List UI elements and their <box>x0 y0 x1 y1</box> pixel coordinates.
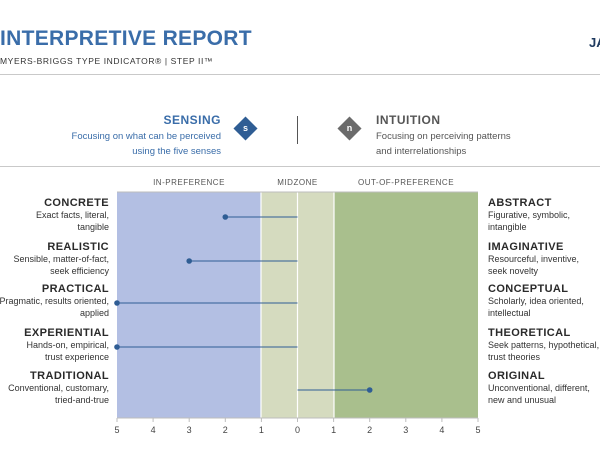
sensing-desc-line-2: using the five senses <box>132 146 221 157</box>
report-title: INTERPRETIVE REPORT <box>0 27 252 50</box>
sensing-description: Focusing on what can be perceived using … <box>72 129 221 159</box>
facet-right-name: THEORETICAL <box>488 327 571 339</box>
sensing-title: SENSING <box>163 113 221 127</box>
facet-right-pole: ABSTRACT Figurative, symbolic, intangible <box>488 197 600 233</box>
scale-tick-label: 2 <box>222 425 228 435</box>
scale-tick-label: 0 <box>294 425 300 435</box>
facet-left-name: REALISTIC <box>47 241 109 253</box>
in-preference-label: IN-PREFERENCE <box>153 178 225 187</box>
sensing-desc-line-1: Focusing on what can be perceived <box>71 131 221 142</box>
facet-left-pole: PRACTICAL Pragmatic, results oriented, app… <box>0 283 109 319</box>
facet-right-pole: CONCEPTUAL Scholarly, idea oriented, intel… <box>488 283 600 319</box>
facet-left-name: PRACTICAL <box>41 283 109 295</box>
out-of-preference-label: OUT-OF-PREFERENCE <box>357 178 455 187</box>
facet-score-point <box>222 214 229 220</box>
facet-left-desc-line-2: tried-and-true <box>54 395 109 405</box>
facet-score-point <box>114 300 120 306</box>
intuition-title: INTUITION <box>376 113 441 127</box>
facet-left-desc-line-1: Pragmatic, results oriented, <box>0 296 109 306</box>
facet-left-desc-line-1: Sensible, matter-of-fact, <box>13 254 109 264</box>
facet-right-desc-line-2: trust theories <box>488 352 541 362</box>
facet-left-desc-line-2: seek efficiency <box>50 266 109 276</box>
facet-right-desc-line-1: Scholarly, idea oriented, <box>488 296 584 306</box>
scale-tick-label: 1 <box>258 425 264 435</box>
scale-tick-label: 5 <box>114 425 120 435</box>
facet-right-desc-line-2: seek novelty <box>488 266 539 276</box>
scale-tick-label: 4 <box>150 425 156 435</box>
facet-right-pole: THEORETICAL Seek patterns, hypothetical, t… <box>488 327 600 363</box>
facet-left-desc-line-1: Conventional, customary, <box>8 383 109 393</box>
facet-right-desc-line-1: Unconventional, different, <box>488 383 590 393</box>
scale-tick-label: 2 <box>367 425 373 435</box>
scale-tick-label: 1 <box>331 425 337 435</box>
intuition-description: Focusing on perceiving patterns and inte… <box>376 129 511 159</box>
facet-right-desc-line-1: Resourceful, inventive, <box>488 254 580 264</box>
facet-left-desc-line-1: Exact facts, literal, <box>35 210 109 220</box>
facet-right-desc-line-2: intangible <box>488 222 527 232</box>
scale-tick-label: 4 <box>439 425 445 435</box>
facet-left-desc-line-2: applied <box>79 308 109 318</box>
facet-right-name: ORIGINAL <box>488 370 545 382</box>
report-subtitle: MYERS-BRIGGS TYPE INDICATOR® | STEP II™ <box>0 56 214 66</box>
facet-left-pole: REALISTIC Sensible, matter-of-fact, seek e… <box>13 241 109 277</box>
facet-right-name: IMAGINATIVE <box>488 241 564 253</box>
facet-right-name: CONCEPTUAL <box>488 283 569 295</box>
facet-right-name: ABSTRACT <box>488 197 552 209</box>
facet-left-name: TRADITIONAL <box>30 370 109 382</box>
facet-left-pole: TRADITIONAL Conventional, customary, tried… <box>8 370 109 406</box>
facet-right-pole: ORIGINAL Unconventional, different, new an… <box>488 370 600 406</box>
scale-tick-label: 5 <box>475 425 481 435</box>
facet-left-name: CONCRETE <box>44 197 109 209</box>
intuition-desc-line-2: and interrelationships <box>376 146 467 157</box>
facet-score-point <box>366 387 373 393</box>
facet-score-point <box>114 344 120 350</box>
facet-left-name: EXPERIENTIAL <box>24 327 109 339</box>
section-divider <box>0 166 600 167</box>
pair-divider <box>297 116 298 144</box>
facet-left-desc-line-1: Hands-on, empirical, <box>26 340 109 350</box>
sensing-letter: s <box>242 123 248 133</box>
facet-right-desc-line-2: new and unusual <box>488 395 557 405</box>
facet-right-desc-line-1: Seek patterns, hypothetical, <box>488 340 600 350</box>
out-of-preference-zone <box>334 192 478 418</box>
facet-right-desc-line-1: Figurative, symbolic, <box>488 210 571 220</box>
facet-score-point <box>186 258 192 264</box>
scale-tick-label: 3 <box>403 425 409 435</box>
facet-right-pole: IMAGINATIVE Resourceful, inventive, seek n… <box>488 241 600 277</box>
header-divider <box>0 74 600 75</box>
intuition-letter: n <box>346 123 353 133</box>
midzone-label: MIDZONE <box>277 178 318 187</box>
facet-left-pole: EXPERIENTIAL Hands-on, empirical, trust ex… <box>24 327 109 363</box>
report-date: JA <box>589 35 600 50</box>
facet-left-desc-line-2: tangible <box>77 222 109 232</box>
facet-right-desc-line-2: intellectual <box>488 308 531 318</box>
facet-left-desc-line-2: trust experience <box>44 352 109 362</box>
scale-tick-label: 3 <box>186 425 192 435</box>
facet-left-pole: CONCRETE Exact facts, literal, tangible <box>36 197 109 233</box>
intuition-desc-line-1: Focusing on perceiving patterns <box>376 131 511 142</box>
in-preference-zone <box>117 192 261 418</box>
